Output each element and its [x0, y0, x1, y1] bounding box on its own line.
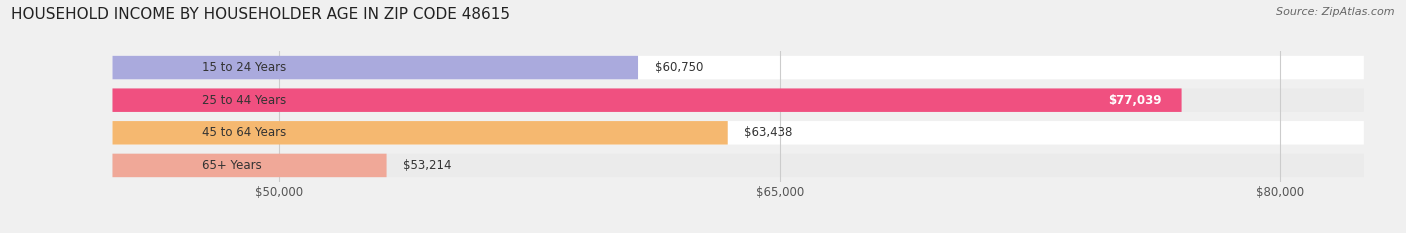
Text: 45 to 64 Years: 45 to 64 Years — [202, 126, 287, 139]
FancyBboxPatch shape — [112, 89, 1364, 112]
FancyBboxPatch shape — [112, 154, 387, 177]
Text: $53,214: $53,214 — [404, 159, 451, 172]
FancyBboxPatch shape — [112, 89, 1181, 112]
FancyBboxPatch shape — [112, 154, 1364, 177]
FancyBboxPatch shape — [112, 56, 1364, 79]
Text: Source: ZipAtlas.com: Source: ZipAtlas.com — [1277, 7, 1395, 17]
Text: HOUSEHOLD INCOME BY HOUSEHOLDER AGE IN ZIP CODE 48615: HOUSEHOLD INCOME BY HOUSEHOLDER AGE IN Z… — [11, 7, 510, 22]
FancyBboxPatch shape — [112, 121, 728, 144]
Text: 65+ Years: 65+ Years — [202, 159, 262, 172]
Text: $77,039: $77,039 — [1108, 94, 1161, 107]
Text: $60,750: $60,750 — [655, 61, 703, 74]
Text: 15 to 24 Years: 15 to 24 Years — [202, 61, 287, 74]
Text: $63,438: $63,438 — [744, 126, 793, 139]
FancyBboxPatch shape — [112, 121, 1364, 144]
FancyBboxPatch shape — [112, 56, 638, 79]
Text: 25 to 44 Years: 25 to 44 Years — [202, 94, 287, 107]
